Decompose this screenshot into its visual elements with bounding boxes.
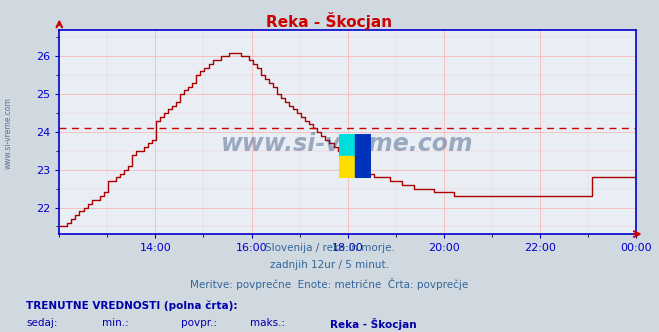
Text: sedaj:: sedaj: (26, 318, 58, 328)
Text: min.:: min.: (102, 318, 129, 328)
Text: Reka - Škocjan: Reka - Škocjan (266, 12, 393, 30)
Text: zadnjih 12ur / 5 minut.: zadnjih 12ur / 5 minut. (270, 260, 389, 270)
Text: Slovenija / reke in morje.: Slovenija / reke in morje. (264, 243, 395, 253)
Polygon shape (355, 134, 371, 178)
Text: Meritve: povprečne  Enote: metrične  Črta: povprečje: Meritve: povprečne Enote: metrične Črta:… (190, 278, 469, 290)
Text: maks.:: maks.: (250, 318, 285, 328)
Polygon shape (339, 156, 355, 178)
Text: www.si-vreme.com: www.si-vreme.com (221, 132, 474, 156)
Text: TRENUTNE VREDNOSTI (polna črta):: TRENUTNE VREDNOSTI (polna črta): (26, 300, 238, 311)
Polygon shape (339, 134, 355, 156)
Text: povpr.:: povpr.: (181, 318, 217, 328)
Text: Reka - Škocjan: Reka - Škocjan (330, 318, 416, 330)
Text: www.si-vreme.com: www.si-vreme.com (4, 97, 13, 169)
